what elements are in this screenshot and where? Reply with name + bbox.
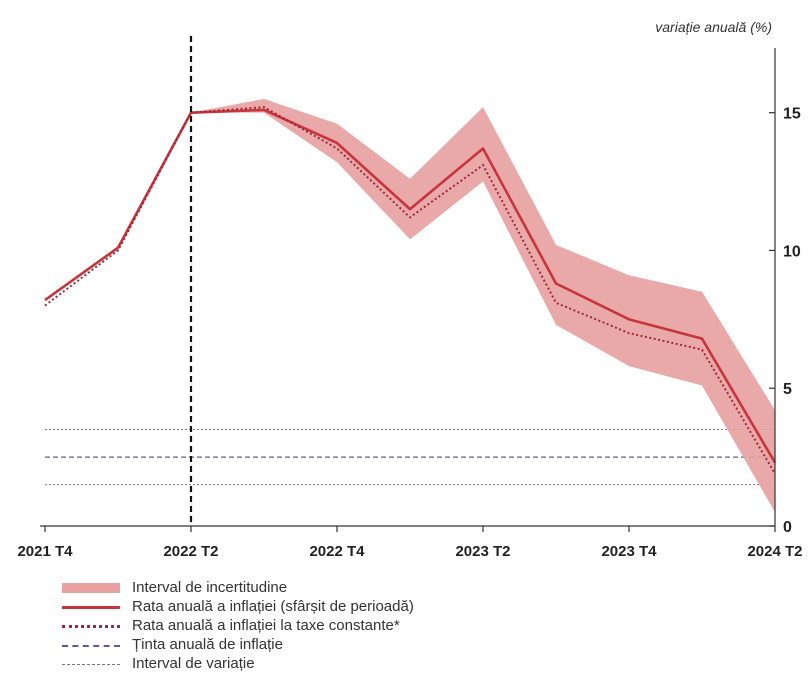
legend-swatch-solid — [62, 601, 120, 613]
y-tick-label-10: 10 — [783, 243, 801, 260]
y-unit-label: variație anuală (%) — [655, 19, 772, 35]
legend-item-range: Interval de variație — [62, 654, 414, 673]
legend-label-dotted: Rata anuală a inflației la taxe constant… — [132, 617, 400, 634]
legend-item-band: Interval de incertitudine — [62, 578, 414, 597]
legend-swatch-dotted — [62, 620, 120, 632]
legend-item-solid: Rata anuală a inflației (sfârșit de peri… — [62, 597, 414, 616]
axes: 0 5 10 15 2021 T4 2022 T2 2022 T4 2023 T2 2023 T… — [17, 48, 803, 560]
x-tick-label-2: 2022 T2 — [163, 543, 218, 560]
inflation-rate-line — [44, 108, 777, 464]
variation-interval-lines — [45, 429, 775, 486]
legend-label-range: Interval de variație — [132, 655, 255, 672]
legend-label-band: Interval de incertitudine — [132, 579, 288, 596]
x-tick-label-4: 2022 T4 — [309, 543, 365, 560]
legend-swatch-range — [62, 658, 120, 670]
uncertainty-band — [191, 98, 775, 513]
legend-label-target: Ținta anuală de inflație — [132, 636, 283, 653]
y-tick-label-5: 5 — [783, 381, 792, 398]
legend-item-dotted: Rata anuală a inflației la taxe constant… — [62, 616, 414, 635]
legend-swatch-target — [62, 639, 120, 651]
x-tick-label-8: 2023 T4 — [601, 543, 657, 560]
x-tick-label-10: 2024 T2 — [747, 543, 802, 560]
x-tick-label-6: 2023 T2 — [455, 543, 510, 560]
legend-item-target: Ținta anuală de inflație — [62, 635, 414, 654]
y-tick-label-0: 0 — [783, 519, 792, 536]
x-tick-label-0: 2021 T4 — [17, 543, 73, 560]
legend: Interval de incertitudine Rata anuală a … — [62, 578, 414, 673]
legend-swatch-band — [62, 582, 120, 593]
y-tick-label-15: 15 — [783, 106, 801, 123]
legend-label-solid: Rata anuală a inflației (sfârșit de peri… — [132, 598, 414, 615]
uncertainty-band-area — [191, 98, 775, 513]
